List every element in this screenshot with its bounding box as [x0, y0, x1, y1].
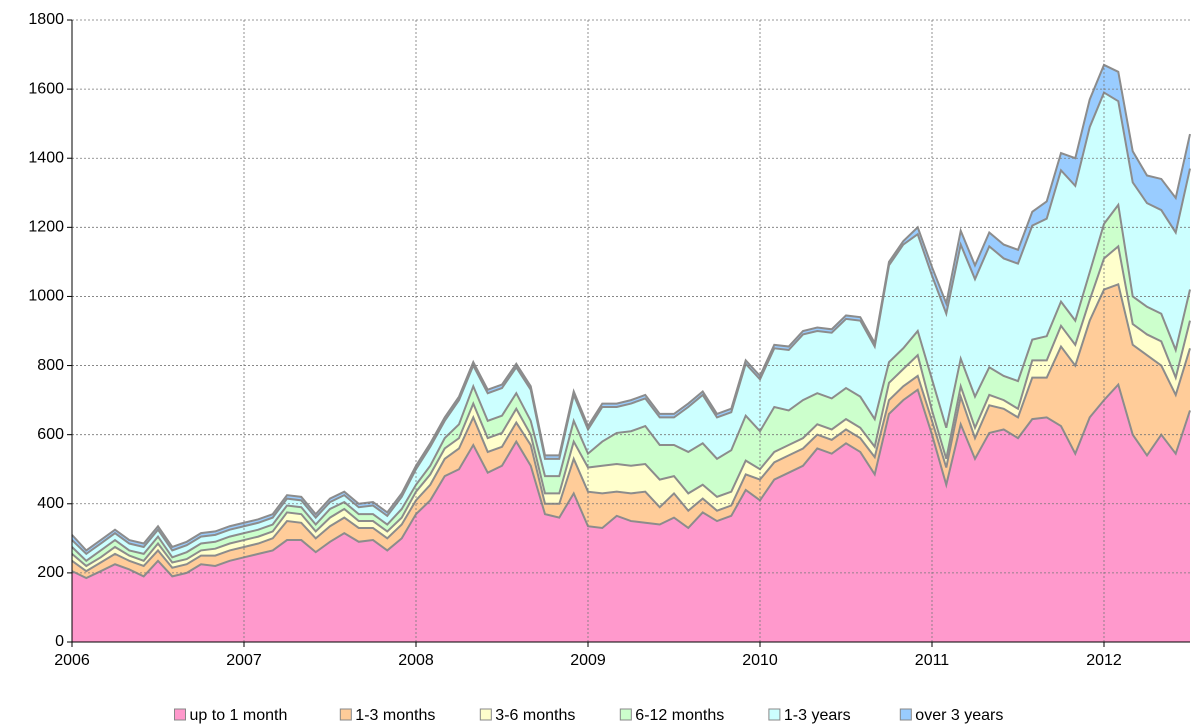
y-tick-label: 1400	[28, 149, 64, 166]
y-tick-label: 200	[37, 564, 64, 581]
area	[72, 284, 1190, 579]
x-tick-label: 2011	[915, 652, 950, 669]
y-tick-label: 1000	[28, 288, 64, 305]
area-edge	[71, 202, 1191, 563]
y-tick-label: 1600	[28, 80, 64, 97]
area	[72, 246, 1190, 572]
area	[72, 384, 1190, 642]
area-edge	[71, 382, 1191, 580]
y-tick-label: 0	[55, 633, 64, 650]
area-edge	[71, 244, 1191, 568]
area-edge	[71, 283, 1191, 573]
x-tick-label: 2009	[570, 652, 606, 669]
area	[72, 92, 1190, 561]
legend-label: 1-3 years	[784, 707, 851, 724]
legend-swatch	[479, 708, 492, 721]
legend-swatch	[174, 708, 186, 721]
y-tick-label: 1200	[28, 219, 64, 236]
area-edge	[71, 91, 1191, 556]
y-tick-label: 800	[37, 357, 64, 374]
legend-swatch	[768, 708, 781, 721]
legend-swatch	[339, 708, 352, 721]
y-tick-label: 1800	[28, 11, 64, 28]
x-tick-label: 2012	[1086, 652, 1122, 669]
legend-label: over 3 years	[915, 707, 1003, 724]
legend-label: 6-12 months	[635, 707, 724, 724]
area	[72, 204, 1190, 566]
x-tick-label: 2010	[742, 652, 778, 669]
y-tick-label: 400	[37, 495, 64, 512]
legend-label: 1-3 months	[355, 707, 435, 724]
x-tick-label: 2006	[54, 652, 90, 669]
legend-label: up to 1 month	[190, 707, 288, 724]
legend-swatch	[899, 708, 912, 721]
area-edge	[71, 63, 1191, 552]
y-tick-label: 600	[37, 426, 64, 443]
x-tick-label: 2007	[226, 652, 262, 669]
x-tick-label: 2008	[398, 652, 434, 669]
legend-swatch	[619, 708, 632, 721]
legend-label: 3-6 months	[495, 707, 575, 724]
